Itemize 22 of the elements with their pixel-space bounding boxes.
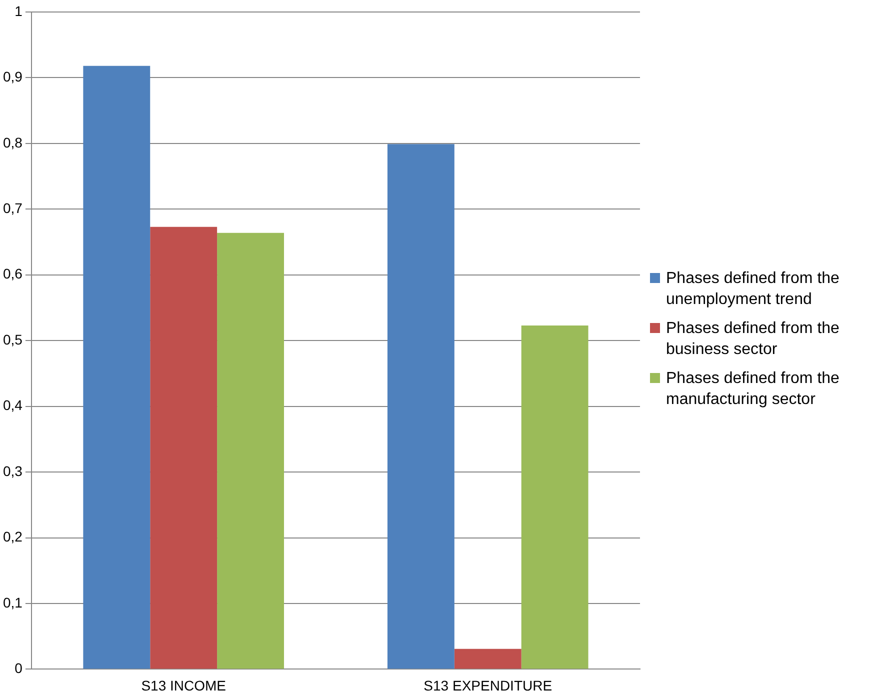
bar [387,144,454,669]
y-tick-label: 0,5 [2,331,23,348]
legend-label: Phases defined from the business sector [666,319,840,360]
bar [217,232,284,669]
y-tick-label: 0,4 [2,397,23,414]
y-tick-label: 0 [14,660,23,676]
bar [454,648,522,669]
y-tick-label: 0,9 [2,68,23,85]
y-tick-label: 0,7 [2,200,23,216]
y-tick-label: 0,1 [2,594,23,610]
bar [83,66,150,669]
y-tick-label: 0,6 [2,266,23,282]
legend-label: Phases defined from the manufacturing sector [666,369,840,410]
y-tick-label: 0,2 [2,528,23,545]
y-tick-label: 0,3 [2,462,23,479]
y-tick-label: 1 [14,2,23,19]
x-tick-label: S13 EXPENDITURE [424,677,552,694]
x-tick-label: S13 INCOME [141,677,226,694]
legend-label: Phases defined from the unemployment trend [666,269,840,310]
bar [521,325,588,669]
bar [150,226,218,669]
y-tick-label: 0,8 [2,134,23,150]
